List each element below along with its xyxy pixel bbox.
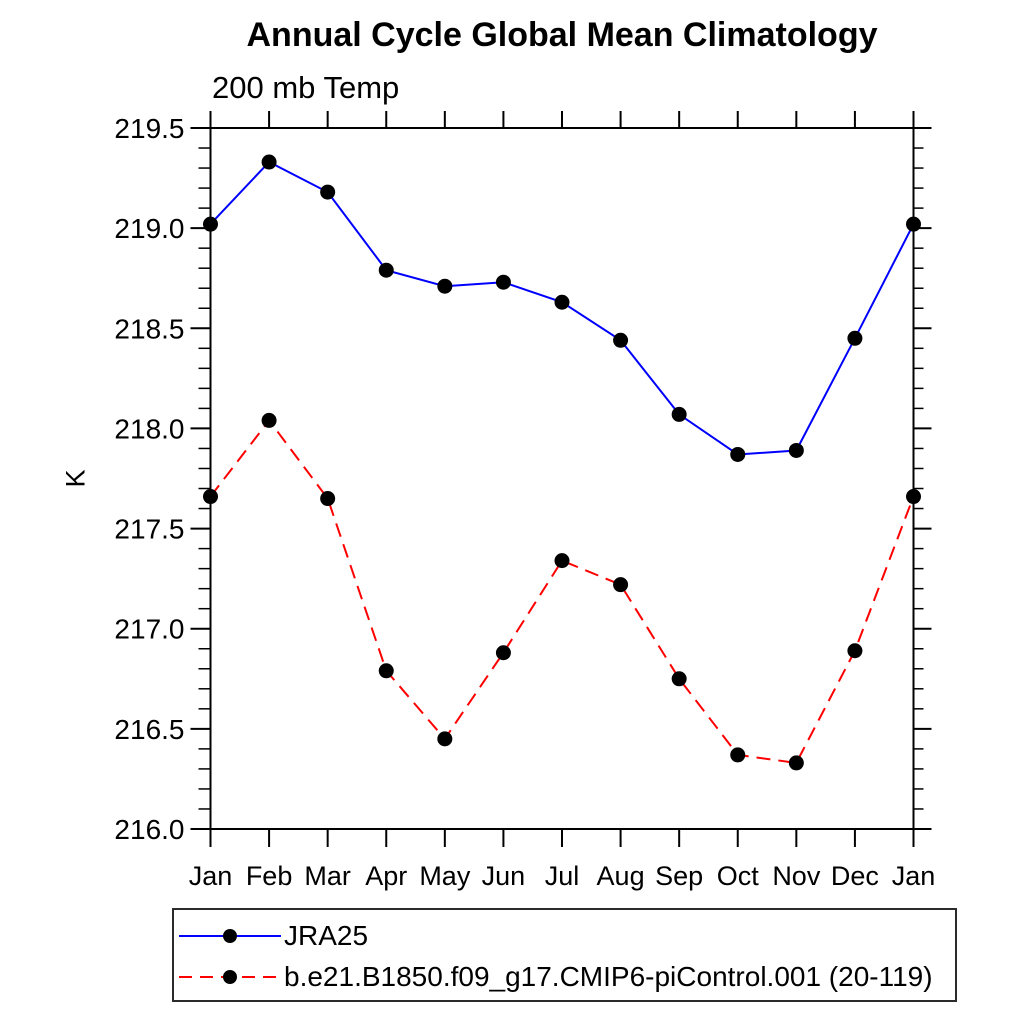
x-tick-label: Jun (482, 861, 526, 891)
data-point-marker (671, 406, 687, 422)
data-point-marker (320, 491, 336, 507)
x-tick-label: Nov (772, 861, 821, 891)
x-tick-label: Aug (597, 861, 645, 891)
x-tick-label: Apr (365, 861, 407, 891)
data-point-marker (378, 262, 394, 278)
x-tick-label: May (419, 861, 471, 891)
data-point-marker (495, 645, 511, 661)
chart-subtitle: 200 mb Temp (212, 70, 400, 105)
legend-line-swatch-icon (179, 928, 281, 943)
y-tick-label: 216.5 (114, 714, 184, 745)
data-point-marker (906, 489, 921, 505)
data-point-marker (730, 446, 746, 462)
data-point-marker (261, 154, 277, 170)
y-tick-label: 217.0 (114, 614, 184, 645)
data-point-marker (788, 442, 804, 458)
data-point-marker (613, 577, 629, 593)
legend-line-swatch-icon (179, 969, 281, 984)
data-point-marker (203, 216, 218, 232)
data-point-marker (437, 278, 453, 294)
legend-swatch-marker (223, 969, 237, 984)
x-tick-label: Mar (304, 861, 351, 891)
legend-box: JRA25 b.e21.B1850.f09_g17.CMIP6-piContro… (172, 908, 957, 1002)
data-point-marker (847, 643, 863, 659)
x-tick-label: Sep (655, 861, 703, 891)
x-tick-label: Jul (545, 861, 580, 891)
data-point-marker (437, 731, 453, 747)
data-point-marker (320, 184, 336, 200)
plot-area-border (209, 127, 915, 830)
chart-title: Annual Cycle Global Mean Climatology (246, 16, 878, 54)
x-tick-label: Dec (831, 861, 879, 891)
y-axis-title: K (60, 469, 91, 488)
x-tick-label: Jan (189, 861, 233, 891)
data-point-marker (554, 553, 570, 569)
y-tick-label: 219.5 (114, 113, 184, 144)
data-point-marker (203, 489, 218, 505)
data-point-marker (788, 755, 804, 771)
legend-label: JRA25 (284, 919, 369, 951)
x-tick-label: Jan (892, 861, 936, 891)
x-tick-label: Feb (246, 861, 293, 891)
data-point-marker (495, 274, 511, 290)
legend-entry-jra25: JRA25 (178, 915, 955, 956)
legend-label: b.e21.B1850.f09_g17.CMIP6-piControl.001 … (284, 960, 933, 992)
series-line-1 (209, 418, 915, 764)
data-point-marker (671, 671, 687, 687)
data-point-marker (261, 412, 277, 428)
legend-entry-model: b.e21.B1850.f09_g17.CMIP6-piControl.001 … (178, 956, 955, 997)
y-tick-label: 219.0 (114, 213, 184, 244)
data-point-marker (730, 747, 746, 763)
legend-swatch-marker (223, 928, 237, 943)
data-point-marker (906, 216, 921, 232)
y-tick-label: 216.0 (114, 814, 184, 845)
y-tick-label: 218.0 (114, 413, 184, 444)
data-point-marker (378, 663, 394, 679)
data-point-marker (847, 330, 863, 346)
y-tick-label: 217.5 (114, 514, 184, 545)
data-point-marker (554, 294, 570, 310)
x-tick-label: Oct (717, 861, 760, 891)
y-tick-label: 218.5 (114, 313, 184, 344)
data-point-marker (613, 332, 629, 348)
